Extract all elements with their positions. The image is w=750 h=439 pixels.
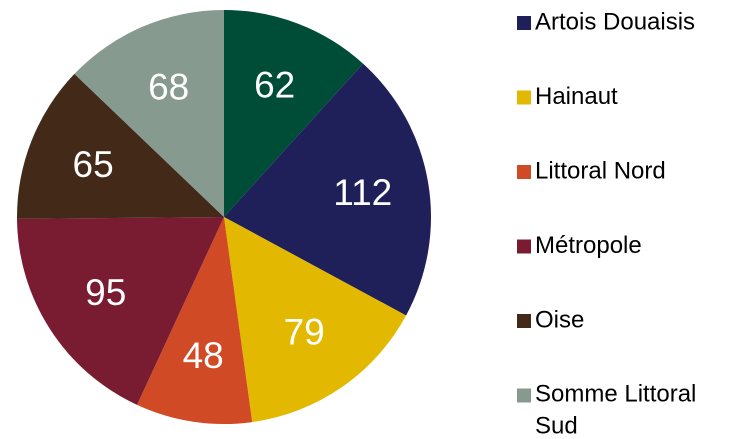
data-label: 112 — [333, 172, 392, 213]
legend-label: Métropole — [535, 232, 642, 259]
legend-swatch — [517, 388, 531, 403]
legend-swatch — [517, 239, 531, 254]
data-label: 65 — [73, 144, 114, 185]
pie-slice — [16, 73, 224, 219]
pie-slice — [137, 217, 253, 424]
legend-swatch — [517, 16, 531, 30]
data-label: 68 — [148, 66, 189, 107]
data-label: 95 — [85, 272, 126, 313]
legend-swatch — [517, 314, 531, 328]
legend-label: Artois Douaisis — [535, 8, 695, 35]
pie-slice — [74, 10, 225, 217]
data-label: 79 — [284, 311, 325, 352]
legend-swatch — [517, 90, 531, 105]
legend-label: Oise — [535, 306, 584, 333]
legend-swatch — [517, 165, 531, 179]
legend-label: Littoral Nord — [535, 157, 666, 184]
legend-label: Hainaut — [535, 83, 618, 110]
pie-slice — [224, 217, 407, 423]
pie-slice — [17, 217, 225, 405]
pie-slice — [224, 63, 432, 316]
pie-slice — [224, 10, 364, 217]
data-label: 62 — [254, 64, 295, 105]
legend-label: Somme Littoral Sud — [535, 381, 696, 439]
data-label: 48 — [183, 335, 224, 376]
